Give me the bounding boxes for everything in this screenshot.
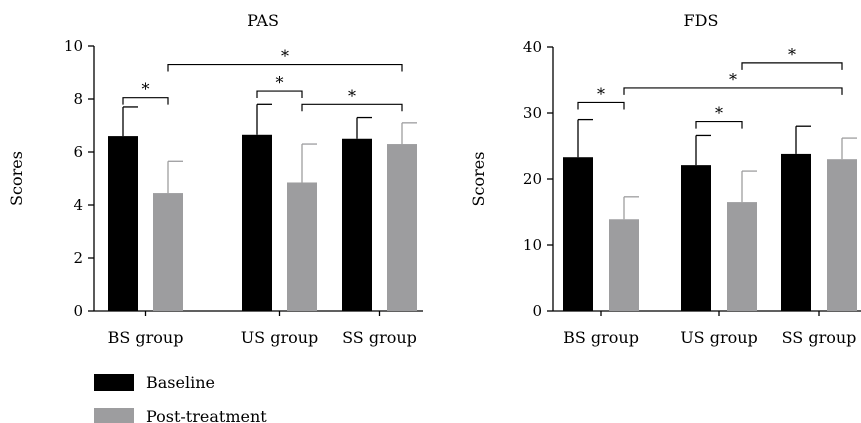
legend: Baseline Post-treatment — [94, 373, 267, 423]
significance-star: * — [348, 86, 356, 105]
bar — [387, 144, 417, 311]
y-axis-label: Scores — [469, 152, 488, 207]
bar — [242, 134, 272, 311]
y-tick-label: 40 — [523, 38, 542, 56]
x-tick-label: SS group — [782, 328, 857, 347]
y-tick-label: 0 — [532, 302, 542, 320]
bar — [681, 165, 711, 311]
significance-bracket — [256, 90, 303, 99]
y-tick-label: 2 — [73, 249, 83, 267]
legend-swatch — [94, 408, 134, 423]
y-tick-label: 6 — [73, 143, 83, 161]
x-tick-label: US group — [241, 328, 319, 347]
significance-star: * — [788, 45, 796, 64]
x-tick-label: BS group — [108, 328, 184, 347]
legend-label: Post-treatment — [146, 407, 267, 423]
y-tick-label: 30 — [523, 104, 542, 122]
significance-star: * — [276, 73, 284, 92]
y-tick-label: 4 — [73, 196, 83, 214]
significance-star: * — [142, 80, 150, 99]
legend-label: Baseline — [146, 373, 215, 392]
pas-chart: PAS 0 2 4 6 8 10 Scores BS group US group SS group… — [7, 11, 423, 347]
significance-bracket — [623, 87, 843, 95]
significance-bracket — [741, 62, 843, 70]
significance-star: * — [281, 47, 289, 66]
y-tick-label: 20 — [523, 170, 542, 188]
bar — [827, 159, 857, 311]
y-axis-label: Scores — [7, 151, 26, 206]
bar — [108, 136, 138, 311]
x-tick-label: US group — [680, 328, 758, 347]
chart-title: PAS — [247, 11, 279, 30]
legend-swatch — [94, 374, 134, 391]
significance-star: * — [715, 104, 723, 123]
significance-bracket — [577, 101, 625, 110]
bar — [781, 153, 811, 311]
y-tick-label: 10 — [64, 37, 83, 55]
x-tick-label: SS group — [342, 328, 417, 347]
y-tick-label: 0 — [73, 302, 83, 320]
significance-bracket — [695, 120, 743, 129]
bar — [342, 138, 372, 311]
fds-chart: FDS 0 10 20 30 40 Scores BS group US group SS gro… — [469, 11, 861, 347]
significance-bracket — [301, 103, 403, 112]
x-tick-label: BS group — [563, 328, 639, 347]
significance-star: * — [597, 84, 605, 103]
significance-bracket — [167, 63, 403, 72]
significance-bracket — [122, 97, 169, 105]
bar — [609, 219, 639, 311]
chart-title: FDS — [684, 11, 719, 30]
bar — [727, 202, 757, 311]
y-tick-label: 8 — [73, 90, 83, 108]
y-tick-label: 10 — [523, 236, 542, 254]
bar — [287, 182, 317, 311]
bar — [153, 193, 183, 311]
bar — [563, 157, 593, 311]
significance-star: * — [729, 70, 737, 89]
